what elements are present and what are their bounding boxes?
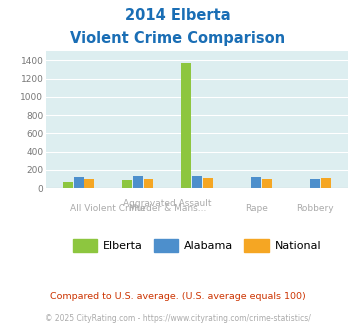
Text: All Violent Crime: All Violent Crime: [70, 204, 146, 213]
Bar: [251, 177, 261, 188]
Bar: [74, 177, 83, 188]
Bar: [84, 179, 94, 188]
Legend: Elberta, Alabama, National: Elberta, Alabama, National: [69, 235, 326, 256]
Bar: [133, 176, 143, 188]
Bar: [122, 180, 132, 188]
Bar: [203, 178, 213, 188]
Text: 2014 Elberta: 2014 Elberta: [125, 8, 230, 23]
Bar: [311, 179, 320, 188]
Text: Murder & Mans...: Murder & Mans...: [129, 204, 206, 213]
Bar: [181, 63, 191, 188]
Bar: [192, 176, 202, 188]
Bar: [144, 179, 153, 188]
Text: © 2025 CityRating.com - https://www.cityrating.com/crime-statistics/: © 2025 CityRating.com - https://www.city…: [45, 314, 310, 323]
Text: Aggravated Assault: Aggravated Assault: [123, 199, 212, 208]
Bar: [63, 182, 73, 188]
Bar: [321, 178, 331, 188]
Text: Robbery: Robbery: [296, 204, 334, 213]
Text: Violent Crime Comparison: Violent Crime Comparison: [70, 31, 285, 46]
Text: Rape: Rape: [245, 204, 268, 213]
Text: Compared to U.S. average. (U.S. average equals 100): Compared to U.S. average. (U.S. average …: [50, 292, 305, 301]
Bar: [262, 179, 272, 188]
